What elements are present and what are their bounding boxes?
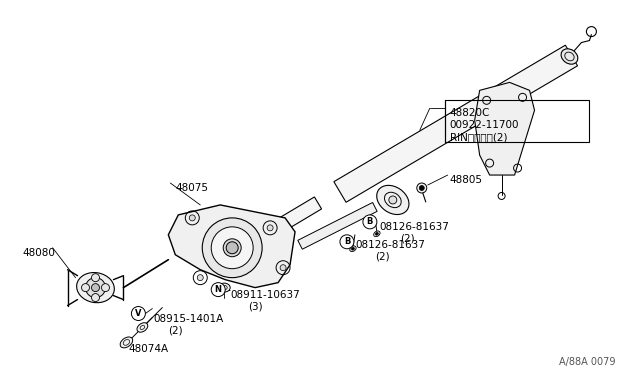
Text: B: B [367,217,373,227]
Circle shape [389,196,397,204]
Circle shape [226,242,238,254]
Text: 48074A: 48074A [129,344,168,355]
Text: 08911-10637: 08911-10637 [230,290,300,299]
Circle shape [189,215,195,221]
Ellipse shape [77,273,115,303]
Ellipse shape [202,218,262,278]
Circle shape [363,215,377,229]
Circle shape [419,186,424,190]
Circle shape [102,283,109,292]
Text: (2): (2) [400,234,415,244]
Text: 08126-81637: 08126-81637 [380,222,450,232]
Ellipse shape [374,231,380,237]
Circle shape [340,235,354,249]
Ellipse shape [351,247,355,250]
Circle shape [267,225,273,231]
Ellipse shape [561,49,578,64]
Circle shape [280,265,286,271]
Text: (2): (2) [375,252,390,262]
Ellipse shape [377,185,409,215]
Text: 48820C: 48820C [450,108,490,118]
Text: 08126-81637: 08126-81637 [355,240,425,250]
Text: 48805: 48805 [450,175,483,185]
Ellipse shape [349,246,356,251]
Polygon shape [298,202,377,249]
Ellipse shape [137,323,148,332]
Ellipse shape [211,227,253,269]
Text: A/88A 0079: A/88A 0079 [559,357,616,368]
Circle shape [417,183,427,193]
Text: 48080: 48080 [22,248,56,258]
Text: N: N [215,285,221,294]
Bar [445,100,589,142]
Text: 00922-11700: 00922-11700 [450,120,519,130]
Text: RINグリング(2): RINグリング(2) [450,132,508,142]
Text: 48075: 48075 [175,183,208,193]
Polygon shape [168,205,295,288]
Ellipse shape [218,283,230,292]
Circle shape [211,283,225,296]
Circle shape [131,307,145,321]
Text: B: B [344,237,350,246]
Circle shape [92,294,99,302]
Polygon shape [475,82,534,175]
Ellipse shape [120,337,132,348]
Ellipse shape [223,239,241,257]
Text: (2): (2) [168,326,183,336]
Text: 08915-1401A: 08915-1401A [154,314,223,324]
Circle shape [197,275,204,280]
Ellipse shape [376,232,378,235]
Circle shape [86,278,106,298]
Polygon shape [334,45,577,202]
Text: V: V [135,309,141,318]
Circle shape [81,283,90,292]
Text: (3): (3) [248,302,263,312]
Circle shape [92,283,99,292]
Polygon shape [232,197,321,258]
Circle shape [92,274,99,282]
